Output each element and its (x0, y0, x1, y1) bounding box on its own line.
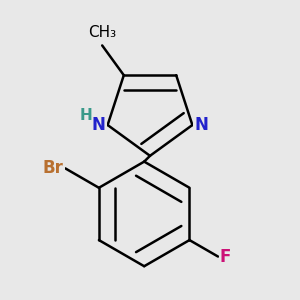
Text: CH₃: CH₃ (88, 25, 116, 40)
Text: N: N (194, 116, 208, 134)
Text: F: F (220, 248, 231, 266)
Text: N: N (92, 116, 106, 134)
Text: Br: Br (43, 159, 63, 177)
Text: H: H (80, 108, 93, 123)
